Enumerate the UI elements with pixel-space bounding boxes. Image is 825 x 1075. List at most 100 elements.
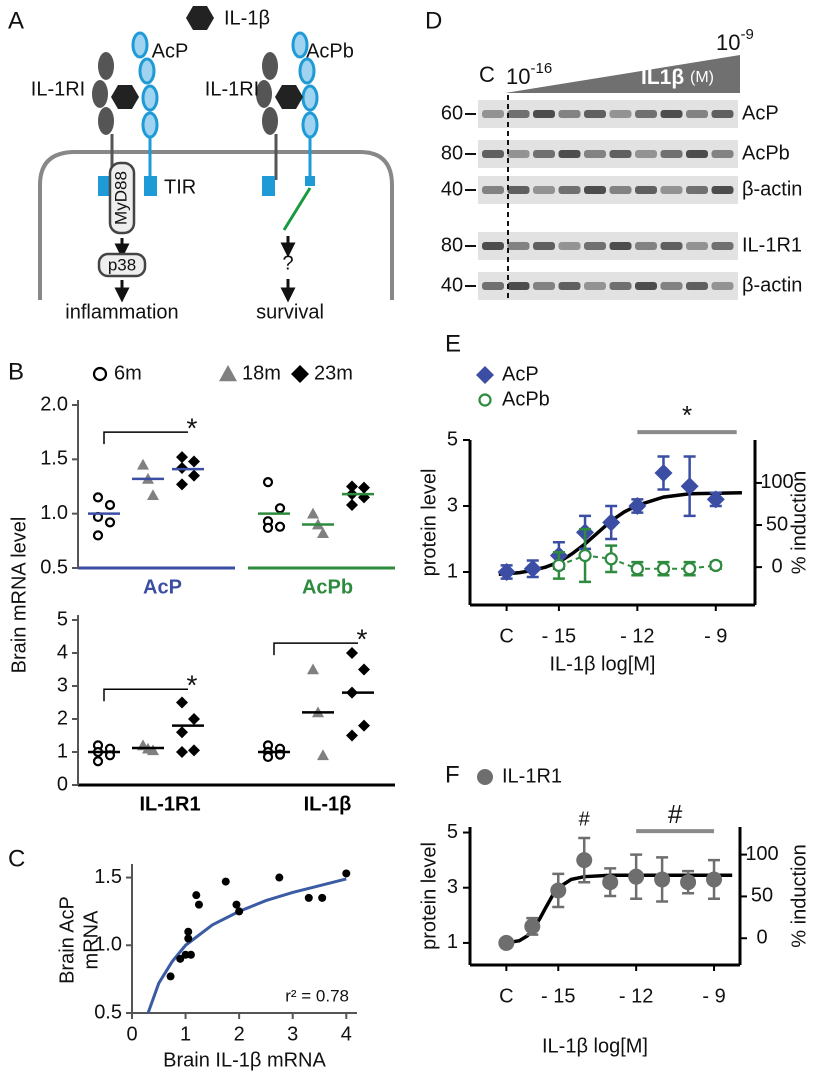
band [584,150,606,158]
x-tick-label: 4 [341,1023,352,1045]
marker [578,548,592,563]
y-tick-label: 1.0 [40,502,68,524]
mw-marker: 40 [441,178,463,200]
membrane [38,150,394,300]
y2-tick-label: 0 [771,555,782,577]
panel-label: A [8,7,24,34]
band [482,186,504,194]
tir-domain [262,176,275,196]
dose-base: 10 [716,30,740,55]
band [609,242,632,250]
band [660,186,683,194]
dose-low: 10-16 [506,60,552,89]
band [533,242,555,250]
marker [92,756,104,767]
blot-row-label: β-actin [742,274,802,296]
y-tick-label: 1.0 [94,934,122,956]
band [558,150,581,158]
marker [104,517,116,528]
significance-mark: * [682,400,692,430]
domain-label: TIR [164,176,196,198]
ligand-icon [186,6,214,30]
y2-tick-label: 50 [766,513,788,535]
band [711,186,734,194]
band [686,150,708,158]
x-tick-label: C [499,985,513,1007]
marker [656,562,671,576]
band [711,282,734,290]
band [507,242,530,250]
point [275,873,284,882]
receptor-label: IL-1RI [31,78,85,100]
y-tick-label: 1 [447,560,458,582]
unknown-label: ? [282,252,293,274]
panel-label: F [445,761,460,788]
marker [188,713,200,725]
marker [104,499,116,511]
point [186,950,195,959]
point [232,900,241,909]
adaptor-box [108,161,136,235]
band [558,186,581,194]
dose-high: 10-9 [716,26,754,55]
marker [176,746,188,758]
point [184,934,193,943]
group-label: IL-1R1 [139,793,200,815]
band [635,242,657,250]
marker [524,918,541,935]
band [533,150,555,158]
band [482,242,504,250]
band [711,242,734,250]
marker [497,563,516,581]
panel-label: E [445,330,461,357]
significance-bracket [273,642,358,656]
marker [683,562,697,576]
band [507,110,530,118]
marker [523,559,542,578]
group-label: AcPb [302,576,353,598]
band [609,186,632,194]
y-tick-label: 3 [57,674,68,696]
band [660,110,683,118]
point [194,900,203,909]
y-tick-label: 0.5 [40,556,68,578]
band [507,150,530,158]
band [686,242,708,250]
unit: (M) [690,69,714,86]
receptor [92,52,114,135]
tir-domain [305,176,315,186]
marker [291,365,309,383]
band [533,110,555,118]
legend-label: AcPb [502,388,550,410]
legend-label: 6m [114,362,142,384]
marker [274,521,286,532]
x-tick-label: 1 [180,1023,191,1045]
y-tick-label: 1 [57,740,68,762]
marker [498,934,515,951]
y-tick-label: 0.5 [94,1001,122,1023]
marker [576,852,593,869]
marker [709,558,723,573]
point [318,893,327,902]
marker [307,507,319,519]
blot-row-label: IL-1R1 [742,234,802,256]
receptor [256,52,278,135]
marker [176,478,188,491]
y-tick-label: 3 [447,494,458,516]
y-axis-label: mRNA [80,910,102,970]
y2-tick-label: 100 [760,471,793,493]
y2-tick-label: 0 [756,927,767,949]
legend-label: AcP [502,363,539,385]
marker [137,458,149,470]
point [342,869,351,878]
marker [346,498,358,511]
dose-exp: -9 [740,26,753,43]
mw-marker: 60 [441,102,463,124]
x-tick-label: - 9 [702,985,725,1007]
band [584,282,606,290]
blot-row-label: AcP [742,102,779,124]
marker [628,868,645,885]
panel-label: D [425,7,442,34]
y2-axis-label: % induction [788,471,810,574]
band [558,242,581,250]
